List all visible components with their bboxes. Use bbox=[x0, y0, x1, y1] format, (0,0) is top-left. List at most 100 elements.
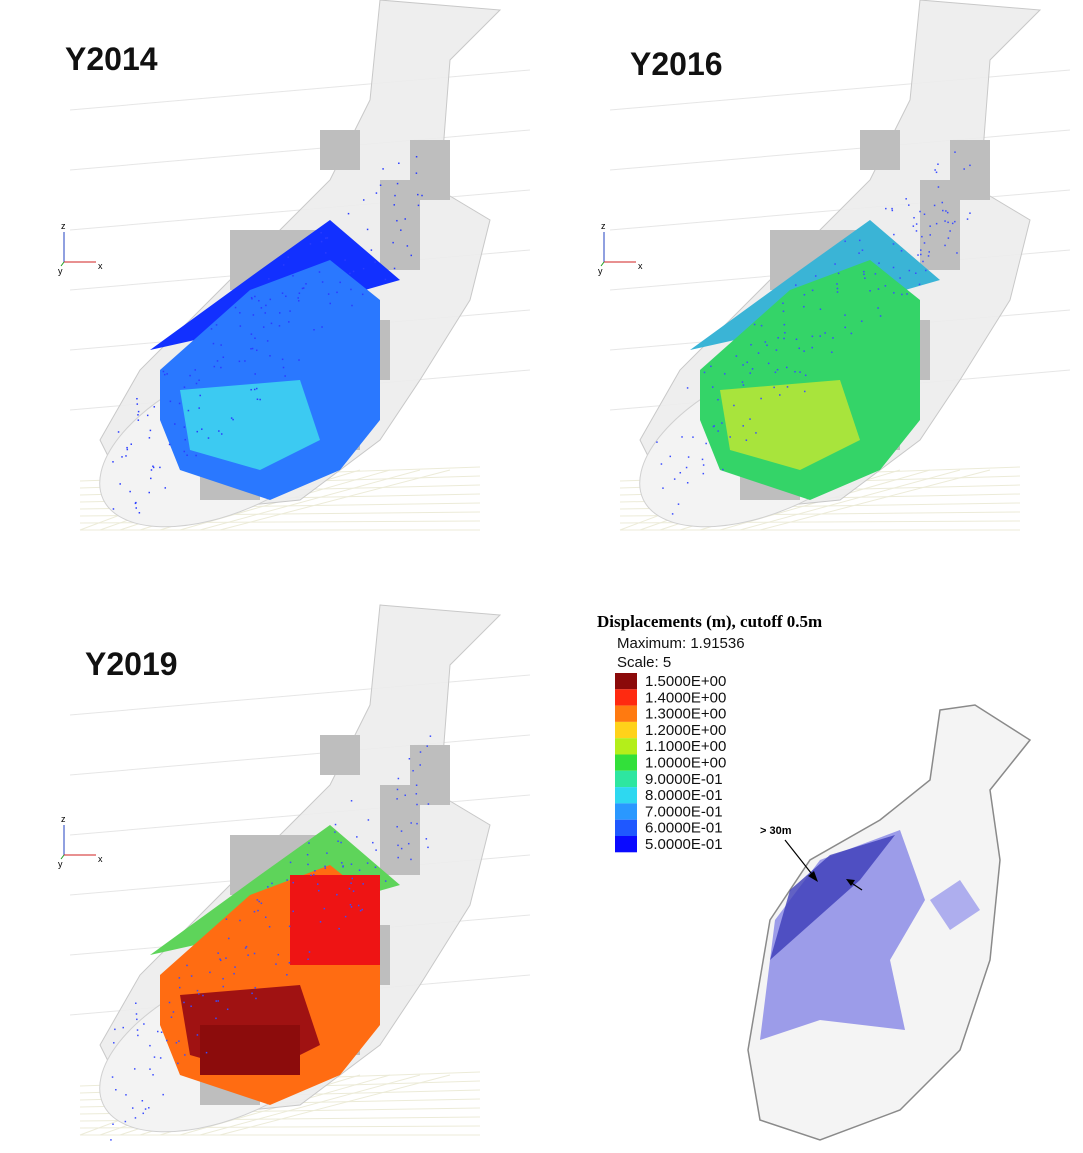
vector-dot bbox=[220, 960, 222, 962]
vector-dot bbox=[952, 223, 954, 225]
vector-dot bbox=[282, 359, 284, 361]
vector-dot bbox=[401, 830, 403, 832]
vector-dot bbox=[878, 288, 880, 290]
vector-dot bbox=[878, 262, 880, 264]
vector-dot bbox=[125, 455, 127, 457]
vector-dot bbox=[134, 1068, 136, 1070]
vector-dot bbox=[397, 183, 399, 185]
vector-dot bbox=[254, 911, 256, 913]
vector-dot bbox=[129, 491, 131, 493]
vector-dot bbox=[228, 938, 230, 940]
vector-dot bbox=[317, 883, 319, 885]
vector-dot bbox=[680, 472, 682, 474]
vector-dot bbox=[812, 336, 814, 338]
vector-dot bbox=[185, 439, 187, 441]
vector-dot bbox=[674, 478, 676, 480]
vector-dot bbox=[929, 225, 931, 227]
vector-dot bbox=[430, 735, 432, 737]
vector-dot bbox=[112, 461, 114, 463]
vector-dot bbox=[314, 870, 316, 872]
vector-dot bbox=[844, 314, 846, 316]
vector-dot bbox=[335, 824, 337, 826]
vector-dot bbox=[368, 819, 370, 821]
vector-dot bbox=[661, 463, 663, 465]
vector-dot bbox=[198, 993, 200, 995]
vector-dot bbox=[919, 284, 921, 286]
vector-dot bbox=[712, 386, 714, 388]
vector-dot bbox=[338, 928, 340, 930]
vector-dot bbox=[947, 222, 949, 224]
vector-dot bbox=[404, 218, 406, 220]
vector-dot bbox=[135, 1003, 137, 1005]
vector-dot bbox=[416, 793, 418, 795]
vector-dot bbox=[197, 990, 199, 992]
vector-dot bbox=[279, 312, 281, 314]
vector-dot bbox=[251, 333, 253, 335]
vector-dot bbox=[110, 1139, 112, 1141]
vector-dot bbox=[862, 249, 864, 251]
vector-dot bbox=[869, 290, 871, 292]
vector-dot bbox=[147, 415, 149, 417]
vector-dot bbox=[375, 867, 377, 869]
vector-dot bbox=[812, 290, 814, 292]
vector-dot bbox=[375, 849, 377, 851]
vector-dot bbox=[954, 151, 956, 153]
vector-dot bbox=[394, 268, 396, 270]
vector-dot bbox=[145, 1108, 147, 1110]
legend-swatch bbox=[615, 738, 637, 754]
vector-dot bbox=[733, 405, 735, 407]
vector-dot bbox=[934, 169, 936, 171]
vector-dot bbox=[724, 373, 726, 375]
vector-dot bbox=[159, 467, 161, 469]
vector-dot bbox=[687, 387, 689, 389]
vector-dot bbox=[692, 436, 694, 438]
axis-label: x bbox=[98, 854, 103, 864]
vector-dot bbox=[112, 1123, 114, 1125]
vector-dot bbox=[345, 916, 347, 918]
vector-dot bbox=[122, 1027, 124, 1029]
vector-dot bbox=[325, 867, 327, 869]
vector-dot bbox=[834, 263, 836, 265]
vector-dot bbox=[125, 1121, 127, 1123]
vector-dot bbox=[704, 372, 706, 374]
vector-dot bbox=[936, 172, 938, 174]
vector-dot bbox=[353, 890, 355, 892]
legend-swatch bbox=[615, 771, 637, 787]
axis-label: z bbox=[601, 221, 606, 231]
vector-dot bbox=[784, 324, 786, 326]
vector-dot bbox=[348, 213, 350, 215]
vector-dot bbox=[179, 987, 181, 989]
vector-dot bbox=[254, 389, 256, 391]
vector-dot bbox=[184, 426, 186, 428]
vector-dot bbox=[179, 977, 181, 979]
vector-dot bbox=[372, 842, 374, 844]
vector-dot bbox=[893, 243, 895, 245]
vector-dot bbox=[255, 998, 257, 1000]
vector-dot bbox=[290, 862, 292, 864]
vector-dot bbox=[942, 210, 944, 212]
legend-swatch bbox=[615, 673, 637, 689]
vector-dot bbox=[945, 210, 947, 212]
panel-title: Y2016 bbox=[630, 46, 723, 82]
panel: zyx bbox=[598, 0, 1070, 563]
vector-dot bbox=[750, 372, 752, 374]
vector-dot bbox=[325, 252, 327, 254]
background-line bbox=[70, 735, 530, 775]
vector-dot bbox=[279, 325, 281, 327]
vector-dot bbox=[967, 218, 969, 220]
vector-dot bbox=[225, 957, 227, 959]
vector-dot bbox=[288, 321, 290, 323]
vector-dot bbox=[118, 431, 120, 433]
vector-dot bbox=[336, 894, 338, 896]
vector-dot bbox=[113, 508, 115, 510]
vector-dot bbox=[418, 205, 420, 207]
vector-dot bbox=[419, 764, 421, 766]
vector-dot bbox=[239, 920, 241, 922]
vector-dot bbox=[261, 903, 263, 905]
vector-dot bbox=[367, 229, 369, 231]
vector-dot bbox=[893, 234, 895, 236]
vector-dot bbox=[265, 917, 267, 919]
vector-dot bbox=[305, 283, 307, 285]
vector-dot bbox=[135, 507, 137, 509]
vector-dot bbox=[198, 379, 200, 381]
